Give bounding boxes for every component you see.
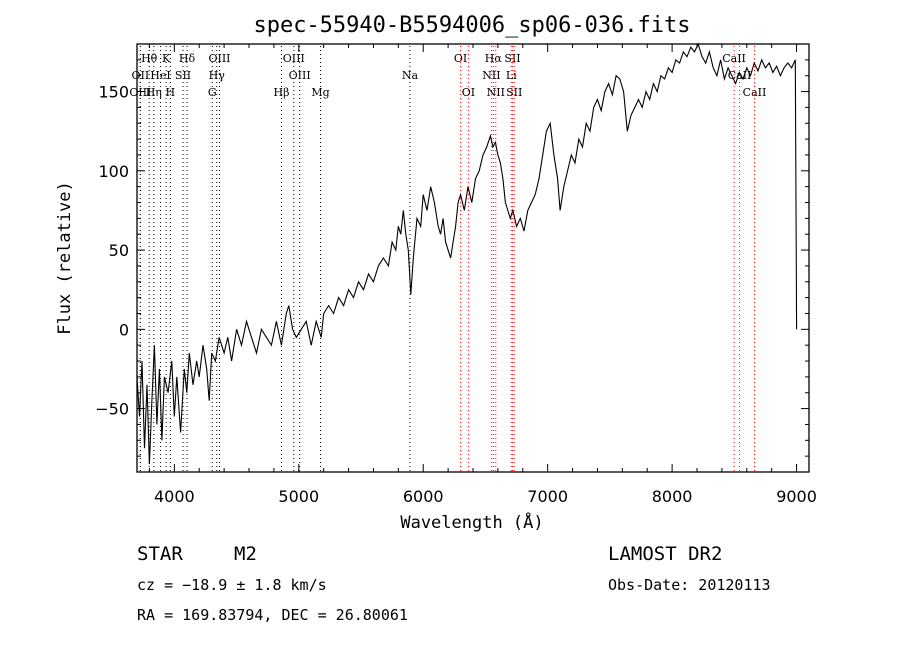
spectral-line-label: SII xyxy=(504,52,520,65)
x-tick-label: 9000 xyxy=(776,487,817,506)
y-tick-label: 50 xyxy=(109,241,129,260)
spectral-line-label: Hγ xyxy=(209,69,226,82)
x-tick-label: 5000 xyxy=(278,487,319,506)
x-axis-ticks: 4000 5000 6000 7000 8000 9000 xyxy=(148,44,817,506)
y-tick-label: −50 xyxy=(95,400,129,419)
spectral-line-label: OIII xyxy=(208,52,230,65)
x-tick-label: 4000 xyxy=(154,487,195,506)
spectral-line-label: OI xyxy=(462,86,475,99)
spectral-line-label: Hδ xyxy=(179,52,196,65)
spectral-line-label: CaII xyxy=(722,52,746,65)
spectral-line-label: CaII xyxy=(743,86,767,99)
spectral-line-label: Li xyxy=(506,69,517,82)
spectral-line-markers xyxy=(139,46,755,472)
spectral-line-label: Hβ xyxy=(274,86,290,99)
coordinates: RA = 169.83794, DEC = 26.80061 xyxy=(137,606,408,624)
x-axis-label: Wavelength (Å) xyxy=(400,511,543,533)
spectrum-line xyxy=(136,42,798,465)
object-type: STAR xyxy=(137,543,183,565)
spectral-line-label: SII xyxy=(175,69,191,82)
y-axis-ticks: −50 0 50 100 150 xyxy=(95,43,809,473)
redshift-cz: cz = −18.9 ± 1.8 km/s xyxy=(137,576,327,594)
y-axis-label: Flux (relative) xyxy=(55,181,75,335)
spectral-line-label: Na xyxy=(402,69,419,82)
object-subclass: M2 xyxy=(234,543,257,565)
spectral-line-label: Mg xyxy=(311,86,329,99)
spectral-line-label: HeI xyxy=(150,69,170,82)
y-tick-label: 0 xyxy=(119,320,129,339)
spectral-line-label: OIII xyxy=(289,69,311,82)
spectral-line-label: NII xyxy=(482,69,500,82)
observation-date: Obs-Date: 20120113 xyxy=(608,576,771,594)
spectral-line-label: G xyxy=(208,86,217,99)
x-tick-label: 7000 xyxy=(527,487,568,506)
spectral-line-label: OIII xyxy=(283,52,305,65)
spectral-line-label: OI xyxy=(454,52,467,65)
y-tick-label: 100 xyxy=(98,162,129,181)
x-tick-label: 6000 xyxy=(403,487,444,506)
spectral-line-label: SII xyxy=(506,86,522,99)
spectral-line-label: NII xyxy=(487,86,505,99)
chart-title: spec-55940-B5594006_sp06-036.fits xyxy=(253,13,690,38)
spectral-line-label: H xyxy=(166,86,176,99)
spectral-line-label: Hθ xyxy=(141,52,158,65)
y-tick-label: 150 xyxy=(98,83,129,102)
spectral-line-label: Hη xyxy=(146,86,162,99)
spectral-line-label: K xyxy=(162,52,171,65)
spectral-line-label: Hα xyxy=(485,52,503,65)
spectral-line-label: OIII xyxy=(129,86,151,99)
x-tick-label: 8000 xyxy=(652,487,693,506)
survey-name: LAMOST DR2 xyxy=(608,543,722,565)
plot-frame xyxy=(136,43,810,473)
